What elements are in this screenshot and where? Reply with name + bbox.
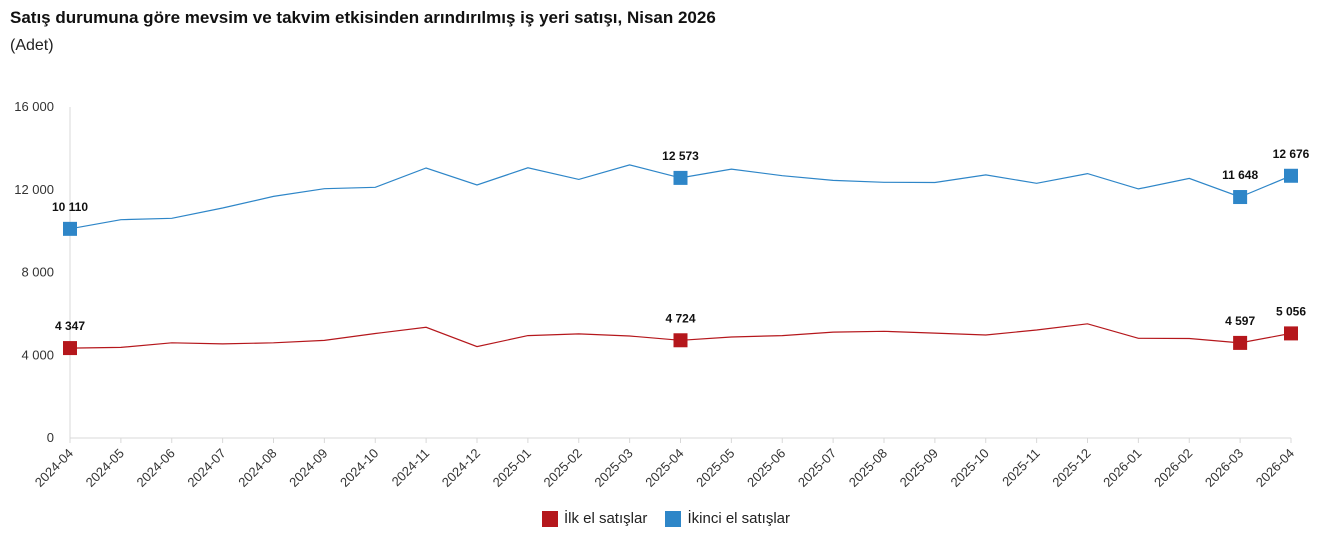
x-tick-label: 2025-09 (897, 446, 941, 490)
x-tick-label: 2024-05 (83, 446, 127, 490)
x-tick-label: 2025-12 (1049, 446, 1093, 490)
series-ilk-el: 4 347 4 724 4 597 5 056 (55, 304, 1306, 356)
data-marker[interactable] (63, 341, 77, 356)
y-axis: 0 4 000 8 000 12 000 16 000 (14, 99, 71, 445)
data-label: 11 648 (1222, 168, 1258, 182)
x-tick-label: 2026-01 (1100, 446, 1144, 490)
y-tick-label: 8 000 (21, 265, 54, 280)
data-label: 10 110 (52, 200, 88, 214)
data-marker[interactable] (1284, 326, 1298, 341)
x-axis: 2024-04 2024-05 2024-06 2024-07 2024-08 2024-… (32, 437, 1297, 490)
data-marker[interactable] (673, 333, 688, 348)
data-marker[interactable] (1233, 190, 1248, 205)
y-tick-label: 4 000 (21, 347, 54, 362)
y-tick-label: 16 000 (14, 99, 54, 114)
legend-label-ikinci-el: İkinci el satışlar (687, 510, 791, 527)
legend-label-ilk-el: İlk el satışlar (563, 510, 648, 527)
data-marker[interactable] (63, 221, 77, 236)
x-tick-label: 2025-05 (693, 446, 737, 490)
data-label: 4 724 (665, 311, 695, 325)
series-ikinci-el: 10 110 12 573 11 648 12 676 (52, 147, 1310, 236)
x-tick-label: 2024-10 (337, 446, 381, 490)
x-tick-label: 2025-03 (591, 446, 635, 490)
x-tick-label: 2024-09 (286, 446, 330, 490)
legend-swatch-ikinci-el (665, 510, 682, 527)
x-tick-label: 2024-07 (184, 446, 228, 490)
x-tick-label: 2024-06 (134, 446, 178, 490)
legend-item-ilk-el[interactable]: İlk el satışlar (541, 510, 648, 527)
legend-item-ikinci-el[interactable]: İkinci el satışlar (665, 510, 790, 527)
data-label: 5 056 (1276, 304, 1306, 318)
x-tick-label: 2025-11 (999, 446, 1043, 490)
x-tick-label: 2025-08 (846, 446, 890, 490)
x-tick-label: 2024-11 (389, 446, 433, 490)
y-tick-label: 12 000 (14, 182, 54, 197)
x-tick-label: 2025-04 (642, 446, 686, 490)
data-label: 4 597 (1225, 314, 1255, 328)
x-tick-label: 2026-03 (1202, 446, 1246, 490)
x-tick-label: 2025-07 (795, 446, 839, 490)
series-layer: 4 347 4 724 4 597 5 056 10 110 12 573 11 648 12… (52, 147, 1310, 356)
x-tick-label: 2026-04 (1253, 446, 1297, 490)
x-tick-label: 2025-10 (948, 446, 992, 490)
legend-swatch-ilk-el (541, 510, 558, 527)
x-tick-label: 2025-01 (490, 446, 534, 490)
legend: İlk el satışlar İkinci el satışlar (0, 510, 1332, 531)
data-marker[interactable] (1284, 168, 1298, 183)
x-tick-label: 2024-04 (32, 446, 76, 490)
x-tick-label: 2026-02 (1151, 446, 1195, 490)
data-label: 12 573 (662, 149, 699, 163)
chart-subtitle: (Adet) (10, 37, 54, 54)
data-marker[interactable] (1233, 335, 1248, 350)
x-tick-label: 2024-08 (235, 446, 279, 490)
data-label: 12 676 (1273, 147, 1310, 161)
y-tick-label: 0 (47, 430, 54, 445)
data-marker[interactable] (673, 170, 688, 185)
x-tick-label: 2025-02 (541, 446, 585, 490)
data-label: 4 347 (55, 319, 85, 333)
chart-title: Satış durumuna göre mevsim ve takvim etk… (10, 8, 716, 27)
x-tick-label: 2024-12 (439, 446, 483, 490)
x-tick-label: 2025-06 (744, 446, 788, 490)
